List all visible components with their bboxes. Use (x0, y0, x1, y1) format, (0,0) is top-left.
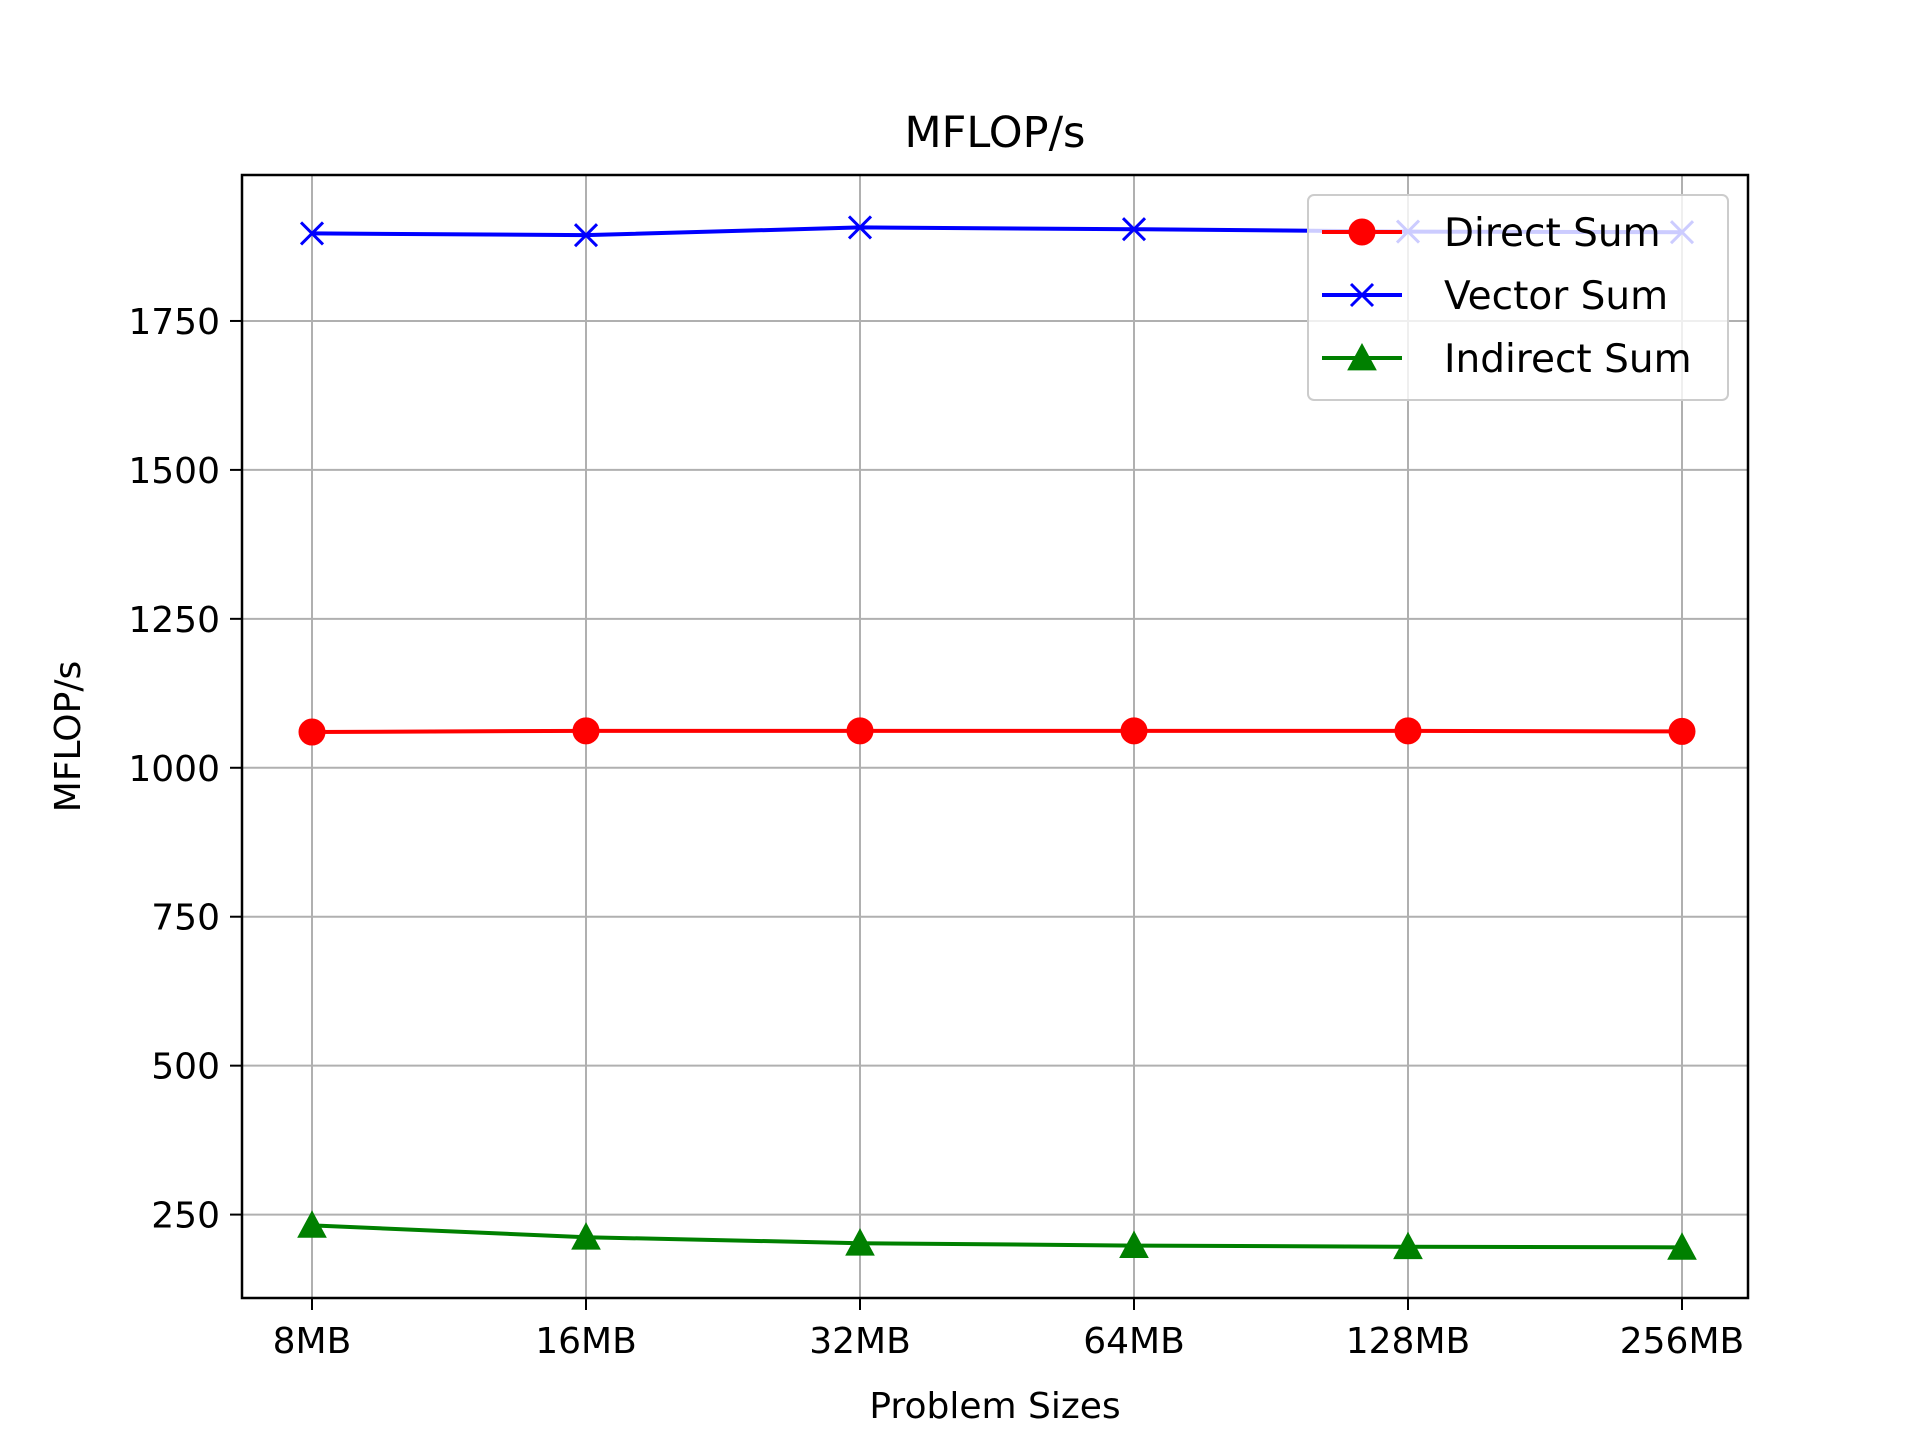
data-point (1667, 1232, 1697, 1260)
legend-item: Indirect Sum (1322, 337, 1692, 382)
data-point (1119, 1230, 1149, 1258)
y-tick-label: 1250 (128, 600, 220, 641)
y-axis: 250 500 750 1000 1250 1500 1750 (128, 302, 242, 1237)
x-tick-label: 128MB (1346, 1321, 1470, 1362)
legend-item: Direct Sum (1322, 211, 1661, 256)
data-point (1394, 717, 1422, 745)
legend-item: Vector Sum (1322, 274, 1668, 319)
y-axis-label: MFLOP/s (48, 661, 89, 812)
series-line (311, 1223, 1683, 1250)
series-direct-sum (298, 717, 1696, 746)
x-tick-label: 32MB (809, 1321, 911, 1362)
legend: Direct Sum Vector Sum Indirect Sum (1307, 194, 1729, 401)
data-point (846, 717, 874, 745)
x-tick-label: 64MB (1083, 1321, 1185, 1362)
data-point (299, 221, 325, 246)
legend-marker (1349, 282, 1375, 308)
x-axis-label: Problem Sizes (869, 1386, 1120, 1427)
x-axis: 8MB 16MB 32MB 64MB 128MB 256MB (273, 1298, 1744, 1362)
y-tick-label: 250 (151, 1196, 220, 1237)
data-point (1120, 717, 1148, 745)
legend-label: Vector Sum (1444, 274, 1668, 319)
y-tick-label: 500 (151, 1047, 220, 1088)
x-marker-stroke (1121, 217, 1147, 242)
data-point (1121, 217, 1147, 242)
x-tick-label: 256MB (1620, 1321, 1744, 1362)
x-tick-label: 8MB (273, 1321, 352, 1362)
data-point (572, 717, 600, 745)
series-line (311, 728, 1683, 735)
legend-box (1307, 194, 1729, 401)
y-tick-label: 1500 (128, 451, 220, 492)
y-tick-label: 1750 (128, 302, 220, 343)
y-tick-label: 1000 (128, 749, 220, 790)
data-point (847, 215, 873, 240)
x-tick-label: 16MB (535, 1321, 637, 1362)
x-marker-stroke (1349, 282, 1375, 308)
legend-marker (1348, 218, 1376, 246)
x-marker-stroke (299, 221, 325, 246)
data-point (571, 1222, 601, 1250)
legend-label: Direct Sum (1444, 211, 1661, 256)
data-point (297, 1210, 327, 1238)
data-point (573, 223, 599, 248)
series-layer (297, 215, 1697, 1260)
series-indirect-sum (297, 1210, 1697, 1260)
data-point (1393, 1231, 1423, 1260)
data-point (298, 718, 326, 746)
legend-label: Indirect Sum (1444, 337, 1692, 382)
data-point (1668, 717, 1696, 745)
legend-marker (1347, 342, 1377, 371)
y-tick-label: 750 (151, 898, 220, 939)
chart-title: MFLOP/s (905, 108, 1086, 158)
plot-frame (240, 173, 1750, 1300)
data-point (845, 1228, 875, 1256)
x-marker-stroke (573, 223, 599, 248)
x-marker-stroke (847, 215, 873, 240)
